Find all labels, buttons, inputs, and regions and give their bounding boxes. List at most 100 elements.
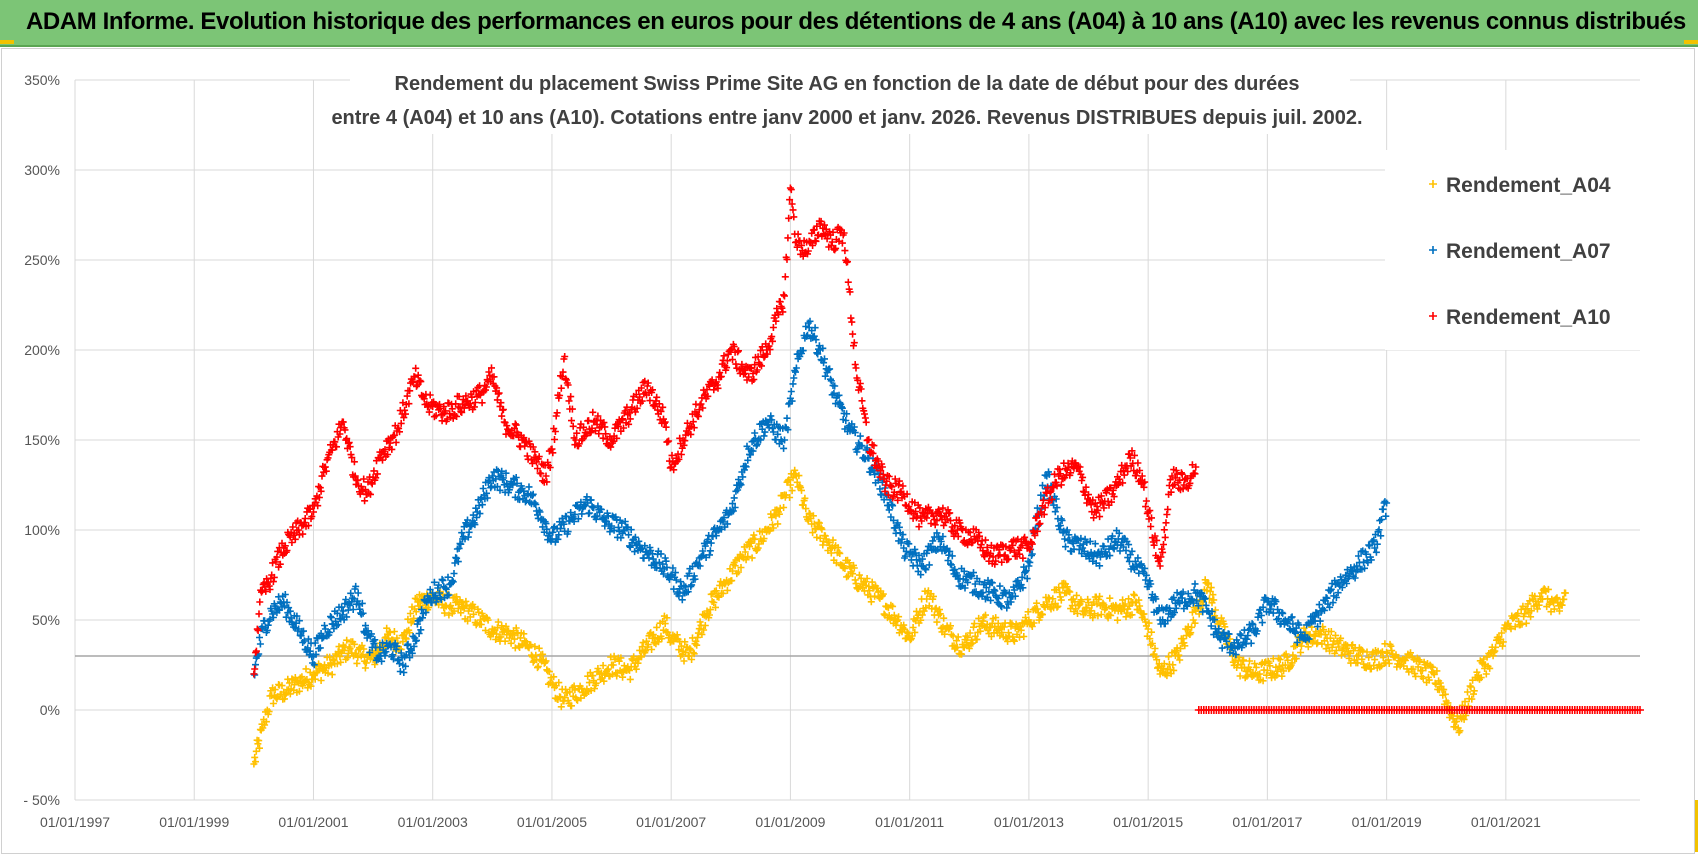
data-point — [601, 522, 609, 530]
data-point — [450, 570, 458, 577]
data-point — [757, 436, 765, 444]
data-point — [1269, 609, 1277, 617]
data-point — [300, 519, 308, 526]
data-point — [1253, 627, 1261, 635]
data-point — [331, 438, 339, 446]
data-point — [300, 637, 308, 645]
data-point — [988, 579, 996, 587]
data-point — [1226, 649, 1234, 657]
data-point — [348, 454, 356, 462]
data-point — [1134, 554, 1142, 562]
data-point — [783, 414, 791, 422]
data-point — [619, 673, 627, 681]
data-point — [965, 645, 973, 652]
data-point — [354, 589, 362, 597]
data-point — [933, 618, 941, 626]
data-point — [1156, 562, 1164, 570]
data-point — [442, 602, 450, 610]
data-point — [1375, 526, 1383, 534]
data-point — [1142, 497, 1150, 505]
data-point — [918, 555, 926, 563]
legend-label: Rendement_A07 — [1446, 240, 1611, 263]
data-point — [799, 347, 807, 355]
data-point — [349, 606, 357, 613]
legend-label: Rendement_A04 — [1446, 174, 1611, 197]
data-point — [1020, 633, 1028, 640]
data-point — [900, 621, 908, 629]
data-point — [636, 646, 644, 654]
data-point — [326, 653, 334, 661]
data-point — [964, 578, 972, 586]
data-point — [1258, 619, 1266, 627]
data-point — [327, 613, 334, 620]
data-point — [256, 640, 264, 648]
data-point — [326, 629, 334, 636]
data-point — [1072, 605, 1080, 613]
data-point — [1121, 600, 1129, 608]
data-point — [730, 494, 738, 502]
data-point — [445, 591, 453, 599]
data-point — [340, 647, 348, 655]
data-point — [1366, 542, 1374, 550]
data-point — [1284, 656, 1292, 664]
data-point — [354, 476, 362, 484]
data-point — [982, 536, 989, 544]
data-point — [1102, 552, 1110, 560]
data-point — [827, 377, 835, 385]
data-point — [425, 603, 433, 611]
data-point — [871, 471, 879, 478]
data-point — [1361, 564, 1368, 572]
data-point — [700, 626, 708, 634]
data-point — [1429, 663, 1437, 671]
data-point — [1468, 695, 1476, 703]
data-point — [880, 610, 888, 618]
data-point — [649, 555, 657, 563]
data-point — [1334, 589, 1342, 597]
data-point — [827, 549, 835, 557]
data-point — [852, 580, 860, 588]
data-point — [1315, 611, 1322, 619]
data-point — [1062, 543, 1069, 551]
data-point — [706, 611, 713, 619]
data-point — [270, 573, 278, 581]
data-point — [1207, 584, 1215, 592]
data-point — [1289, 651, 1297, 659]
data-point — [509, 481, 517, 489]
data-point — [568, 702, 575, 710]
data-point — [689, 649, 697, 657]
data-point — [484, 616, 492, 624]
data-point — [880, 496, 888, 504]
data-point — [688, 656, 696, 663]
data-point — [1483, 653, 1491, 661]
data-point — [947, 622, 954, 630]
data-point — [1199, 608, 1207, 616]
data-point — [862, 418, 870, 426]
data-point — [746, 451, 754, 459]
data-point — [1141, 564, 1149, 572]
data-point — [592, 515, 600, 523]
data-point — [917, 616, 925, 624]
data-point — [841, 247, 849, 255]
data-point — [271, 686, 279, 694]
data-point — [936, 610, 944, 618]
data-point — [478, 501, 486, 509]
data-point — [600, 513, 608, 521]
data-point — [638, 643, 646, 651]
data-point — [574, 515, 582, 523]
data-point — [688, 581, 696, 589]
data-point — [493, 630, 501, 638]
data-point — [809, 512, 817, 520]
data-point — [739, 473, 747, 481]
data-point — [1122, 547, 1130, 555]
data-point — [1071, 598, 1079, 606]
data-point — [817, 524, 825, 532]
data-point — [929, 537, 937, 545]
data-point — [787, 388, 795, 395]
data-point — [397, 419, 405, 427]
data-point — [462, 597, 470, 605]
data-point — [701, 622, 709, 629]
data-point — [1178, 594, 1186, 602]
data-point — [1371, 656, 1379, 664]
data-point — [265, 708, 273, 716]
data-point — [1163, 672, 1171, 680]
